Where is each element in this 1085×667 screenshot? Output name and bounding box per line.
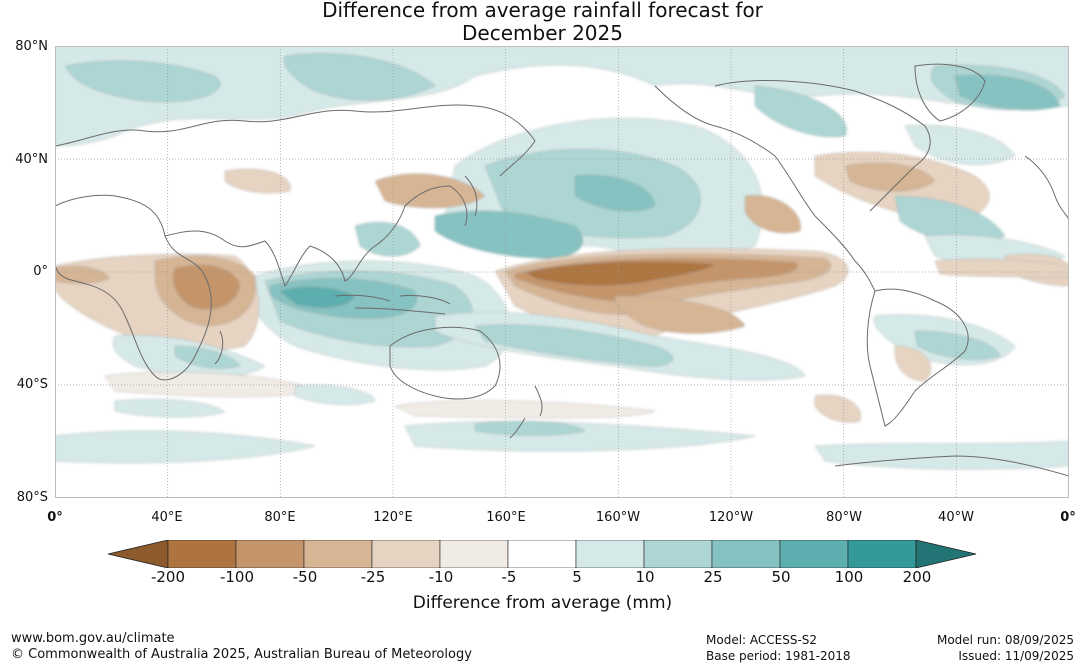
colorbar-title: Difference from average (mm) (412, 593, 673, 613)
anomaly-region (354, 221, 421, 257)
coastline (714, 80, 931, 212)
lat-label-40s: 40°S (16, 377, 48, 392)
footer-model-run: Model run: 08/09/2025 (936, 633, 1074, 647)
lat-label-equator: 0° (33, 264, 48, 279)
colorbar-swatch (643, 540, 713, 568)
coastline (914, 63, 986, 122)
colorbar-swatch (235, 540, 305, 568)
lon-label-80w: 80°W (826, 510, 862, 525)
anomaly-region (934, 258, 1069, 279)
colorbar (108, 540, 977, 568)
footer-base-period: Base period: 1981-2018 (706, 649, 851, 663)
colorbar-label: 200 (902, 568, 932, 586)
colorbar-swatch (711, 540, 781, 568)
coastline (214, 330, 224, 365)
map-border (55, 46, 1069, 498)
map-title: Difference from average rainfall forecas… (0, 0, 1085, 45)
graticule (55, 46, 1069, 498)
anomaly-region (55, 430, 316, 464)
lon-label-80e: 80°E (264, 510, 296, 525)
coastline (1024, 155, 1069, 222)
anomaly-region (894, 345, 931, 382)
anomaly-region (224, 168, 291, 194)
coastline (654, 85, 876, 292)
colorbar-swatch (847, 540, 917, 568)
colorbar-swatch (779, 540, 849, 568)
anomaly-region (954, 74, 1061, 111)
lon-label-160w: 160°W (595, 510, 641, 525)
lat-label-80s: 80°S (16, 490, 48, 505)
anomaly-region (904, 124, 1016, 165)
coastline (464, 175, 478, 217)
anomaly-region (614, 295, 746, 334)
colorbar-swatch (167, 540, 237, 568)
anomaly-region (914, 330, 1001, 360)
anomaly-region (394, 400, 656, 419)
anomaly-region (754, 85, 847, 138)
colorbar-swatch (371, 540, 441, 568)
map-title-line1: Difference from average rainfall forecas… (322, 0, 763, 22)
coastline (866, 288, 969, 427)
lon-label-40e: 40°E (151, 510, 183, 525)
footer-issued: Issued: 11/09/2025 (958, 649, 1074, 663)
colorbar-label: -50 (292, 568, 318, 586)
anomaly-region (474, 420, 586, 436)
colorbar-extend-low (108, 540, 169, 568)
anomaly-region (114, 399, 226, 418)
colorbar-label: -100 (219, 568, 255, 586)
coastline (334, 294, 451, 315)
coastline (55, 104, 536, 177)
anomaly-region (434, 210, 583, 259)
lat-label-80n: 80°N (15, 39, 48, 54)
coastline (509, 385, 543, 439)
footer-model: Model: ACCESS-S2 (706, 633, 818, 647)
anomaly-region (894, 195, 1006, 244)
coastline (164, 230, 311, 288)
coastline (55, 194, 212, 381)
anomaly-region (172, 264, 241, 310)
colorbar-label: 25 (703, 568, 723, 586)
colorbar-label: -5 (501, 568, 517, 586)
rainfall-anomaly-map (55, 46, 1069, 498)
colorbar-extend-high (915, 540, 977, 568)
colorbar-swatch (575, 540, 645, 568)
anomaly-region (64, 60, 221, 103)
colorbar-label: -10 (428, 568, 454, 586)
lat-label-40n: 40°N (15, 152, 48, 167)
colorbar-label: 50 (771, 568, 791, 586)
anomaly-region (283, 53, 436, 101)
coastline (389, 326, 501, 400)
coastline (834, 455, 1069, 477)
footer-url[interactable]: www.bom.gov.au/climate (11, 631, 175, 646)
lon-label-160e: 160°E (486, 510, 526, 525)
colorbar-swatch (507, 540, 577, 568)
colorbar-label: -200 (150, 568, 186, 586)
colorbar-label: 100 (834, 568, 864, 586)
lon-label-0-west: 0° (47, 510, 63, 525)
coastline (309, 185, 468, 282)
anomaly-region (279, 286, 356, 308)
lon-label-0-east: 0° (1060, 510, 1076, 525)
lon-label-120e: 120°E (373, 510, 413, 525)
coastlines (55, 63, 1069, 477)
colorbar-label: 10 (635, 568, 655, 586)
anomaly-region (474, 324, 674, 367)
anomaly-region (844, 162, 936, 192)
anomaly-region (814, 440, 1069, 470)
footer-copyright: © Commonwealth of Australia 2025, Austra… (11, 647, 472, 662)
anomaly-region (294, 384, 376, 405)
lon-label-120w: 120°W (708, 510, 754, 525)
anomaly-region (574, 174, 656, 212)
map-title-line2: December 2025 (462, 21, 623, 45)
colorbar-swatch (439, 540, 509, 568)
anomaly-region (374, 173, 486, 209)
anomaly-region (524, 261, 716, 286)
colorbar-swatch (303, 540, 373, 568)
anomaly-fields (55, 46, 1069, 470)
lon-label-40w: 40°W (938, 510, 974, 525)
anomaly-region (814, 394, 861, 423)
colorbar-label: 5 (572, 568, 582, 586)
colorbar-label: -25 (360, 568, 386, 586)
map-canvas (55, 46, 1069, 498)
